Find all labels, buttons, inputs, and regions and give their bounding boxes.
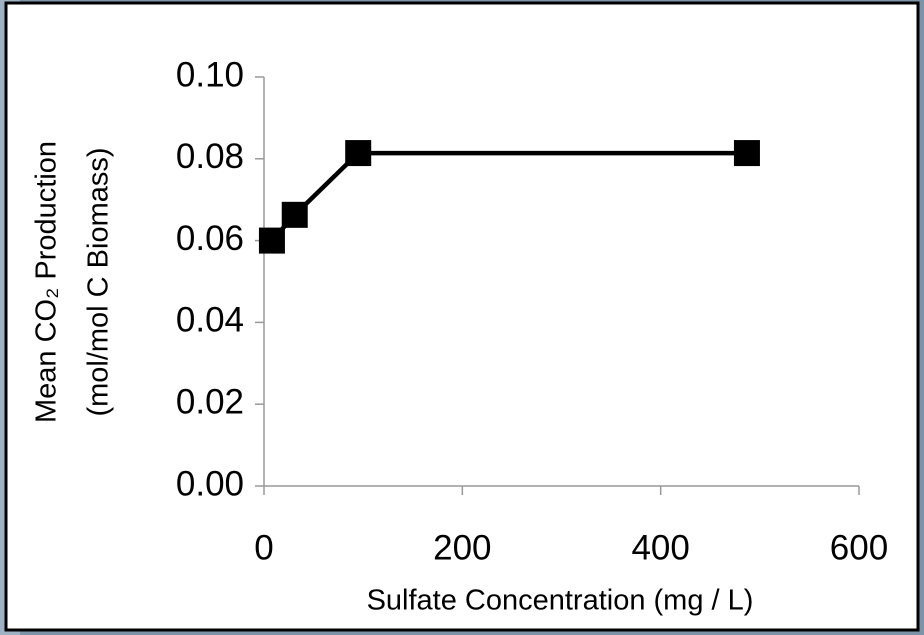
x-tick-label: 200 [433,528,491,567]
y-axis-title: Mean CO₂ Production [31,141,63,423]
y-tick-label: 0.10 [176,55,244,94]
y-tick-label: 0.02 [176,382,244,421]
y-tick-label: 0.08 [176,137,244,176]
y-tick-label: 0.00 [176,464,244,503]
marker [733,140,760,167]
x-tick-label: 400 [631,528,689,567]
marker [281,201,308,228]
x-tick-label: 600 [830,528,888,567]
x-tick-label: 0 [254,528,273,567]
marker [345,140,372,167]
y-tick-label: 0.04 [176,301,244,340]
y-axis-title: (mol/mol C Biomass) [83,147,115,416]
y-tick-label: 0.06 [176,219,244,258]
chart-frame [4,1,920,632]
x-axis-title: Sulfate Concentration (mg / L) [367,585,754,617]
marker [258,227,285,254]
